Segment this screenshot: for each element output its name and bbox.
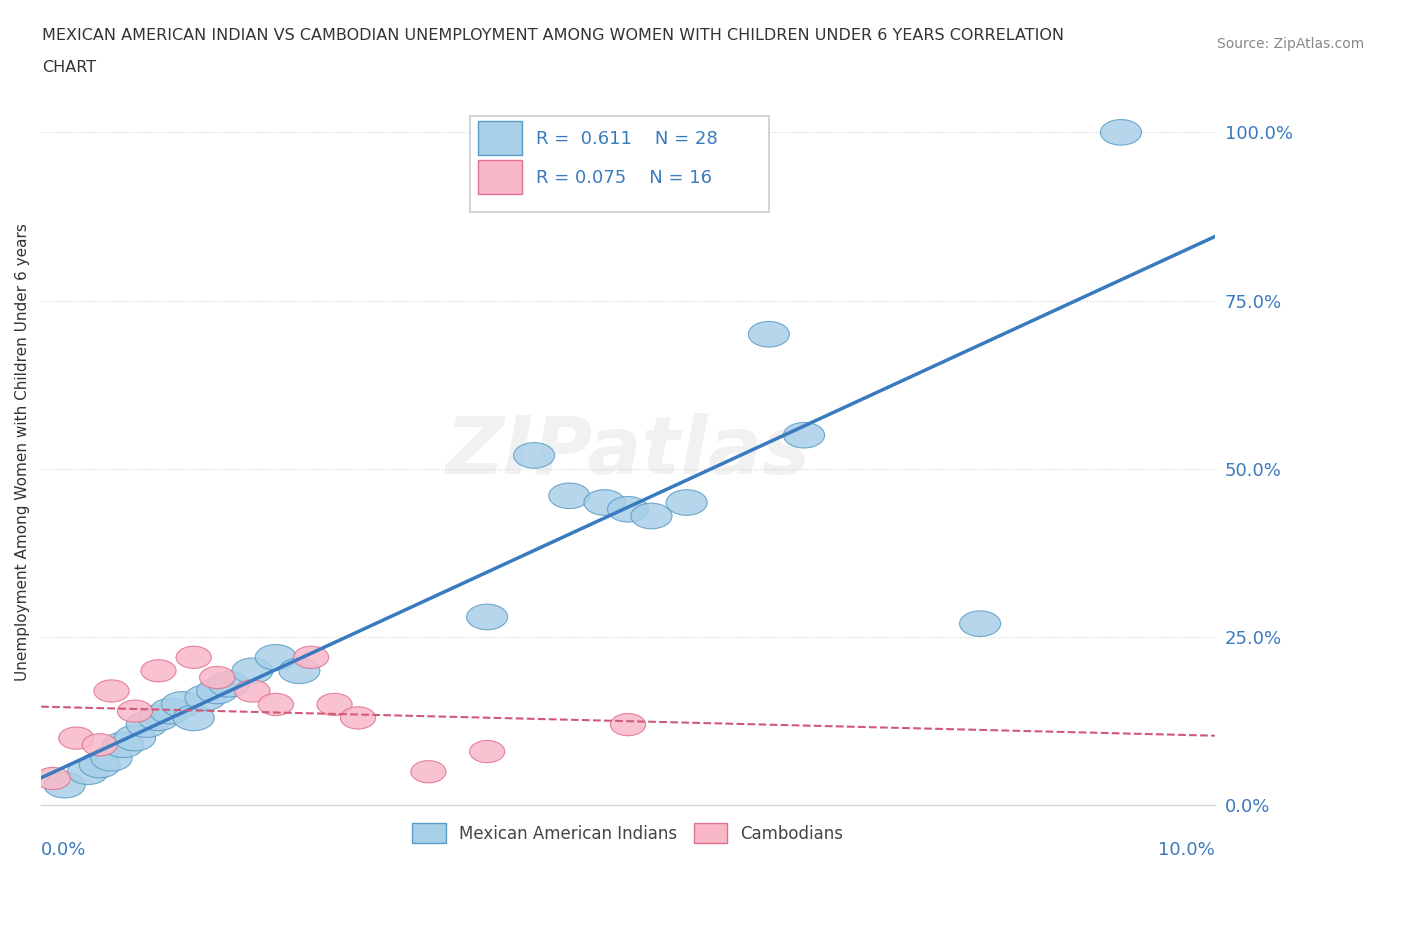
- Ellipse shape: [127, 711, 167, 737]
- Ellipse shape: [513, 443, 554, 468]
- Ellipse shape: [82, 734, 118, 756]
- Ellipse shape: [607, 497, 648, 522]
- Ellipse shape: [959, 611, 1001, 636]
- Ellipse shape: [232, 658, 273, 684]
- Ellipse shape: [114, 725, 156, 751]
- Y-axis label: Unemployment Among Women with Children Under 6 years: Unemployment Among Women with Children U…: [15, 223, 30, 681]
- Ellipse shape: [44, 773, 86, 798]
- Ellipse shape: [67, 759, 108, 785]
- Text: R =  0.611    N = 28: R = 0.611 N = 28: [537, 130, 718, 148]
- Text: CHART: CHART: [42, 60, 96, 75]
- Text: R = 0.075    N = 16: R = 0.075 N = 16: [537, 169, 713, 187]
- Ellipse shape: [294, 646, 329, 669]
- Ellipse shape: [138, 705, 179, 731]
- Ellipse shape: [411, 761, 446, 783]
- Ellipse shape: [278, 658, 321, 684]
- Ellipse shape: [208, 671, 249, 698]
- Text: 10.0%: 10.0%: [1159, 841, 1215, 858]
- Ellipse shape: [467, 604, 508, 630]
- Ellipse shape: [748, 322, 789, 347]
- Ellipse shape: [186, 684, 226, 711]
- Ellipse shape: [79, 752, 121, 777]
- Ellipse shape: [141, 659, 176, 682]
- Ellipse shape: [783, 422, 824, 448]
- Ellipse shape: [200, 667, 235, 688]
- Legend: Mexican American Indians, Cambodians: Mexican American Indians, Cambodians: [406, 817, 851, 850]
- Ellipse shape: [118, 700, 153, 723]
- Ellipse shape: [162, 692, 202, 717]
- Ellipse shape: [235, 680, 270, 702]
- Text: MEXICAN AMERICAN INDIAN VS CAMBODIAN UNEMPLOYMENT AMONG WOMEN WITH CHILDREN UNDE: MEXICAN AMERICAN INDIAN VS CAMBODIAN UNE…: [42, 28, 1064, 43]
- Ellipse shape: [583, 490, 626, 515]
- Ellipse shape: [176, 646, 211, 669]
- Ellipse shape: [548, 483, 591, 509]
- FancyBboxPatch shape: [478, 160, 523, 194]
- Text: Source: ZipAtlas.com: Source: ZipAtlas.com: [1216, 37, 1364, 51]
- Ellipse shape: [35, 767, 70, 790]
- Ellipse shape: [666, 490, 707, 515]
- Ellipse shape: [340, 707, 375, 729]
- Ellipse shape: [59, 727, 94, 750]
- Ellipse shape: [103, 732, 143, 758]
- Ellipse shape: [631, 503, 672, 529]
- Text: ZIPatlas: ZIPatlas: [446, 413, 810, 491]
- Ellipse shape: [1101, 120, 1142, 145]
- Ellipse shape: [94, 680, 129, 702]
- Ellipse shape: [197, 678, 238, 704]
- Ellipse shape: [470, 740, 505, 763]
- Ellipse shape: [259, 694, 294, 715]
- Ellipse shape: [173, 705, 214, 731]
- Ellipse shape: [256, 644, 297, 671]
- Ellipse shape: [91, 746, 132, 771]
- FancyBboxPatch shape: [470, 116, 769, 212]
- FancyBboxPatch shape: [478, 121, 523, 155]
- Ellipse shape: [316, 694, 352, 715]
- Ellipse shape: [610, 713, 645, 736]
- Text: 0.0%: 0.0%: [41, 841, 87, 858]
- Ellipse shape: [149, 698, 191, 724]
